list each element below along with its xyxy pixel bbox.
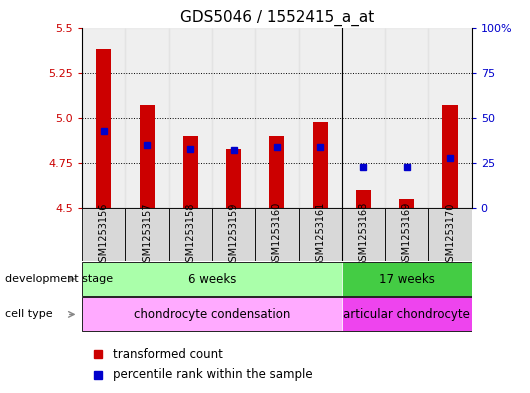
Bar [82, 28, 126, 208]
Bar [428, 28, 472, 208]
Bar [169, 208, 212, 261]
Text: 17 weeks: 17 weeks [379, 272, 435, 286]
Text: articular chondrocyte: articular chondrocyte [343, 308, 470, 321]
Bar [226, 149, 241, 208]
Bar [342, 262, 472, 296]
Text: development stage: development stage [5, 274, 113, 284]
Text: GSM1253168: GSM1253168 [358, 202, 368, 268]
Text: GSM1253160: GSM1253160 [272, 202, 282, 268]
Title: GDS5046 / 1552415_a_at: GDS5046 / 1552415_a_at [180, 10, 374, 26]
Bar [269, 136, 285, 208]
Bar [82, 208, 126, 261]
Bar [212, 28, 255, 208]
Text: GSM1253161: GSM1253161 [315, 202, 325, 268]
Bar [139, 105, 155, 208]
Bar [385, 208, 428, 261]
Text: GSM1253170: GSM1253170 [445, 202, 455, 268]
Bar [298, 28, 342, 208]
Text: GSM1253158: GSM1253158 [186, 202, 196, 268]
Bar [313, 121, 328, 208]
Text: GSM1253157: GSM1253157 [142, 202, 152, 268]
Bar [183, 136, 198, 208]
Bar [82, 298, 342, 331]
Bar [96, 49, 111, 208]
Bar [169, 28, 212, 208]
Bar [255, 208, 298, 261]
Text: GSM1253159: GSM1253159 [228, 202, 239, 268]
Bar [342, 208, 385, 261]
Text: chondrocyte condensation: chondrocyte condensation [134, 308, 290, 321]
Bar [298, 208, 342, 261]
Bar [443, 105, 457, 208]
Text: cell type: cell type [5, 309, 53, 320]
Bar [126, 208, 169, 261]
Text: GSM1253169: GSM1253169 [402, 202, 412, 268]
Text: percentile rank within the sample: percentile rank within the sample [113, 368, 313, 381]
Bar [356, 190, 371, 208]
Bar [212, 208, 255, 261]
Text: GSM1253156: GSM1253156 [99, 202, 109, 268]
Text: 6 weeks: 6 weeks [188, 272, 236, 286]
Bar [428, 208, 472, 261]
Bar [342, 298, 472, 331]
Bar [126, 28, 169, 208]
Bar [342, 28, 385, 208]
Bar [255, 28, 298, 208]
Bar [385, 28, 428, 208]
Text: transformed count: transformed count [113, 348, 223, 361]
Bar [82, 262, 342, 296]
Bar [399, 199, 414, 208]
